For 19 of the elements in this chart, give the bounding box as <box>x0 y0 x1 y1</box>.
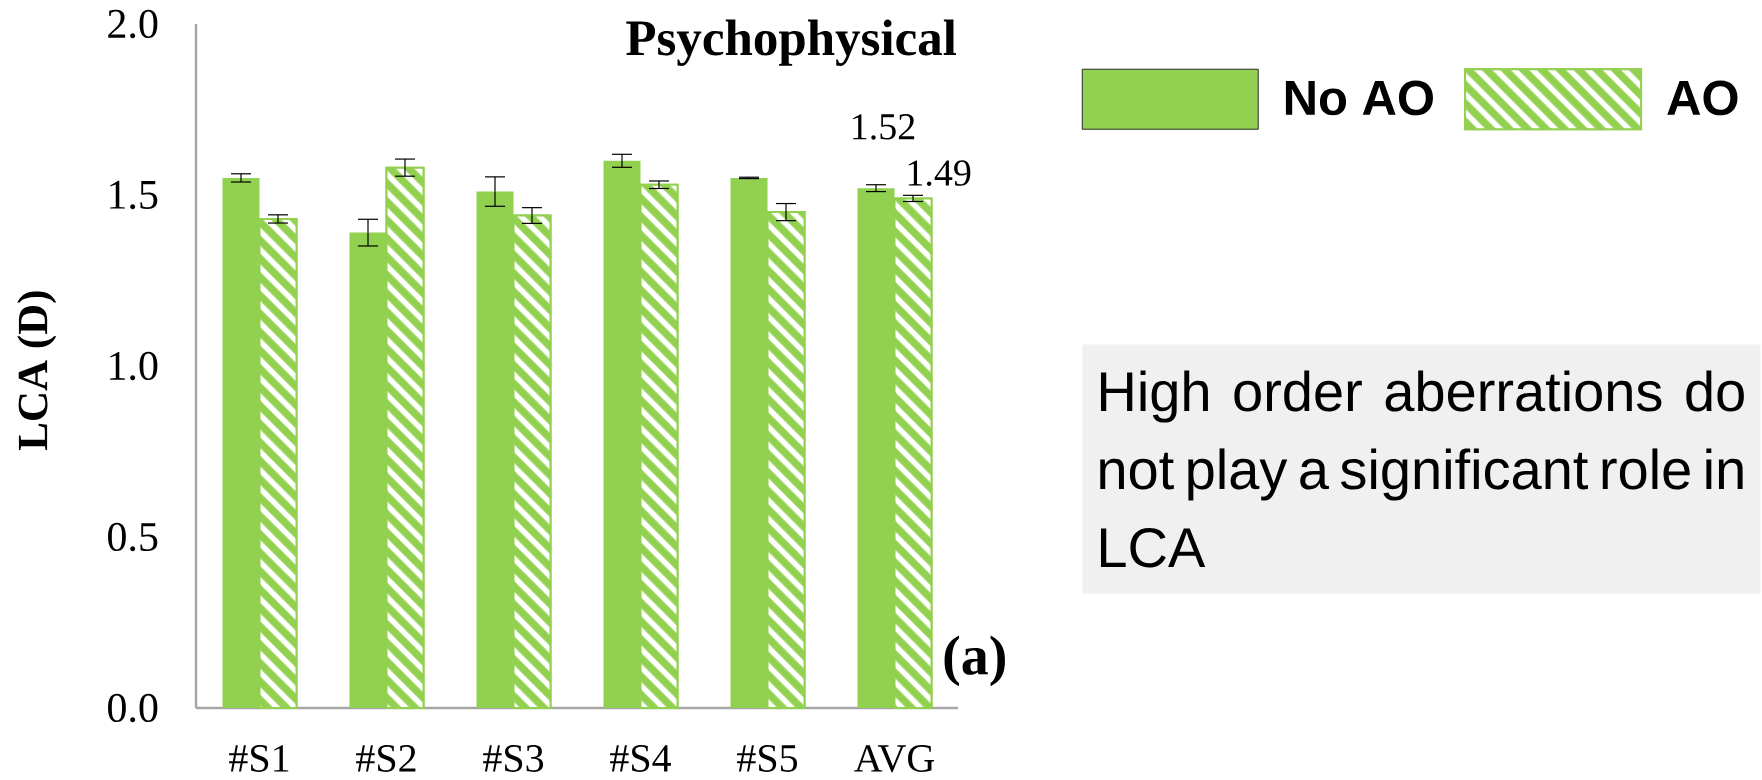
y-axis-title: LCA (D) <box>17 291 57 450</box>
x-tick-label: #S4 <box>610 745 671 772</box>
y-tick-label: 0.0 <box>108 693 158 723</box>
chart-title: Psychophysical <box>626 19 957 66</box>
annotation: (a) <box>944 635 1005 687</box>
y-tick-label: 0.5 <box>108 522 158 552</box>
legend-label: AO <box>1667 80 1738 116</box>
data-label: 1.52 <box>853 114 915 140</box>
x-tick-label: #S5 <box>737 745 798 772</box>
data-label: 1.49 <box>908 160 971 187</box>
y-tick-label: 1.5 <box>110 180 158 210</box>
x-tick-label: #S2 <box>356 745 416 772</box>
x-tick-label: #S3 <box>483 745 544 772</box>
x-tick-label: AVG <box>854 745 935 773</box>
y-tick-label: 1.0 <box>110 351 158 381</box>
legend-label: No AO <box>1285 80 1433 116</box>
y-tick-label: 2.0 <box>108 9 158 39</box>
text: High order aberrations do not play a significant role in LCA <box>1100 370 1744 568</box>
x-tick-label: #S1 <box>229 745 289 772</box>
